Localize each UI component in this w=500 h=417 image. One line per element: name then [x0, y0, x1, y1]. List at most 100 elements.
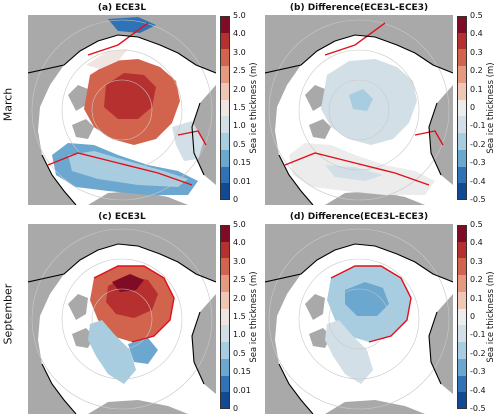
colorbar-segment — [457, 32, 467, 50]
map-panel-b — [265, 15, 453, 205]
colorbar-tick-label: 0.2 — [470, 66, 483, 76]
ice-edge-contour — [47, 22, 207, 186]
colorbar-axis-label: Sea ice thickness (m) — [486, 62, 496, 154]
colorbar-tick-label: 0.5 — [470, 220, 483, 229]
panel-title-b: (b) Difference(ECE3L-ECE3) — [289, 3, 429, 13]
colorbar-segment — [220, 258, 230, 276]
colorbar-segment — [457, 133, 467, 151]
colorbar-tick-label: 1.5 — [233, 312, 246, 321]
colorbar-tick-label: 1.5 — [233, 103, 246, 112]
colorbar-tick-label: 1.0 — [233, 121, 246, 131]
colorbar-thickness-september: 5.0 4.0 3.0 2.5 2.0 1.5 1.0 0.5 0.15 0.01 0 Sea ice… — [220, 221, 260, 413]
graticule — [31, 228, 213, 410]
colorbar-segment — [220, 49, 230, 67]
map-panel-a — [28, 15, 216, 205]
colorbar-segment — [457, 99, 467, 117]
colorbar-difference-september: 0.5 0.4 0.3 0.2 0.1 0 -0.1 -0.2 -0.3 -0.4 -0.5 Sea … — [457, 221, 497, 413]
colorbar-tick-label: 0 — [233, 195, 239, 204]
colorbar-tick-label: 0.1 — [470, 293, 483, 303]
colorbar-segment — [457, 149, 467, 168]
colorbar-tick-label: 2.0 — [233, 293, 246, 303]
colorbar-tick-label: 0.3 — [470, 256, 483, 266]
colorbar-segment — [220, 392, 230, 410]
colorbar-segment — [457, 308, 467, 326]
colorbar-tick-label: 0.1 — [470, 84, 483, 94]
sea-ice — [52, 17, 204, 195]
colorbar-tick-label: 5.0 — [233, 220, 246, 229]
colorbar-tick-label: 1.0 — [233, 330, 246, 340]
coastline — [28, 243, 216, 414]
colorbar-segment — [220, 225, 230, 243]
colorbar-tick-label: -0.4 — [470, 176, 486, 186]
colorbar-tick-label: 0.4 — [470, 238, 483, 248]
sea-ice — [88, 266, 174, 384]
colorbar-tick-label: 0.15 — [233, 367, 251, 377]
panel-title-a: (a) ECE3L — [97, 3, 147, 13]
panel-title-d: (d) Difference(ECE3L-ECE3) — [289, 212, 429, 222]
map-panel-d — [265, 224, 453, 414]
colorbar-tick-label: 4.0 — [233, 29, 246, 39]
colorbar-segment — [220, 149, 230, 168]
colorbar-segment — [457, 116, 467, 134]
colorbar-segment — [457, 183, 467, 201]
graticule — [268, 19, 450, 201]
colorbar-segment — [457, 275, 467, 293]
ice-edge-contour — [284, 22, 444, 186]
colorbar-tick-label: 0 — [233, 404, 239, 413]
colorbar-tick-label: -0.5 — [470, 404, 486, 413]
colorbar-segment — [457, 82, 467, 101]
colorbar-tick-label: 2.5 — [233, 275, 246, 285]
colorbar-tick-label: 0.2 — [470, 275, 483, 285]
coastline — [265, 243, 453, 414]
colorbar-segment — [220, 66, 230, 84]
colorbar-tick-label: 5.0 — [233, 11, 246, 20]
coastline — [265, 34, 453, 205]
row-label-september: September — [1, 283, 15, 345]
colorbar-segment — [220, 358, 230, 377]
colorbar-frame — [457, 16, 467, 200]
colorbar-tick-label: 2.0 — [233, 84, 246, 94]
colorbar-segment — [220, 183, 230, 201]
colorbar-tick-label: 0 — [470, 103, 476, 112]
colorbar-segment — [220, 32, 230, 50]
colorbar-segment — [220, 16, 230, 34]
colorbar-tick-label: 0.4 — [470, 29, 483, 39]
colorbar-thickness-march: 5.0 4.0 3.0 2.5 2.0 1.5 1.0 0.5 0.15 0.01 0 Sea ice… — [220, 12, 260, 204]
colorbar-segment — [220, 166, 230, 184]
colorbar-tick-label: -0.3 — [470, 158, 486, 168]
coastline — [28, 34, 216, 205]
colorbar-segment — [457, 225, 467, 243]
colorbar-frame — [457, 225, 467, 409]
colorbar-segment — [220, 325, 230, 343]
colorbar-tick-label: 0.5 — [470, 11, 483, 20]
colorbar-tick-label: 4.0 — [233, 238, 246, 248]
colorbar-frame — [220, 16, 230, 200]
colorbar-frame — [220, 225, 230, 409]
colorbar-segment — [457, 325, 467, 343]
colorbar-segment — [220, 99, 230, 117]
colorbar-segment — [220, 342, 230, 360]
colorbar-tick-label: -0.2 — [470, 139, 486, 149]
colorbar-tick-label: -0.4 — [470, 385, 486, 395]
colorbar-segment — [457, 358, 467, 377]
colorbar-segment — [220, 375, 230, 393]
colorbar-segment — [457, 16, 467, 34]
colorbar-tick-label: 3.0 — [233, 256, 246, 266]
colorbar-tick-label: 0.15 — [233, 158, 251, 168]
row-label-march: March — [1, 87, 15, 122]
colorbar-difference-march: 0.5 0.4 0.3 0.2 0.1 0 -0.1 -0.2 -0.3 -0.4 -0.5 Sea … — [457, 12, 497, 204]
ice-edge-contour — [93, 265, 175, 343]
graticule — [31, 19, 213, 201]
sea-ice-difference — [325, 266, 411, 384]
land-mass — [28, 224, 216, 414]
colorbar-segment — [220, 308, 230, 326]
colorbar-segment — [457, 66, 467, 84]
colorbar-tick-label: 0.5 — [233, 139, 246, 149]
colorbar-tick-label: 0.3 — [470, 47, 483, 57]
colorbar-tick-label: 0 — [470, 312, 476, 321]
colorbar-tick-label: -0.1 — [470, 121, 486, 131]
colorbar-axis-label: Sea ice thickness (m) — [486, 271, 496, 363]
land-mass — [265, 15, 453, 205]
colorbar-segment — [220, 116, 230, 134]
colorbar-segment — [457, 241, 467, 259]
